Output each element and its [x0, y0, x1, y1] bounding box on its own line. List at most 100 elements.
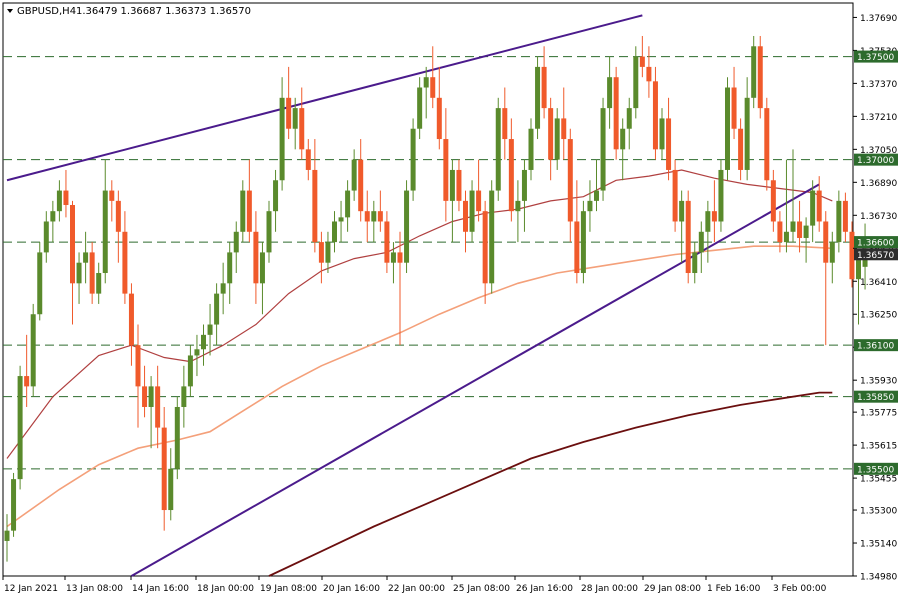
candle-65	[430, 46, 436, 109]
candle-body	[587, 200, 593, 212]
candle-101	[666, 97, 672, 181]
candle-40	[266, 200, 272, 263]
x-tick-label: 12 Jan 2021	[4, 584, 58, 594]
candle-body	[607, 77, 613, 109]
candle-90	[594, 159, 599, 212]
candle-body	[423, 77, 429, 88]
candle-body	[764, 108, 770, 181]
candle-110	[725, 77, 730, 181]
candle-58	[384, 211, 390, 274]
candle-body	[312, 169, 318, 243]
current-price-bg	[854, 248, 898, 261]
candle-80	[528, 118, 534, 181]
candle-body	[161, 427, 167, 511]
candle-body	[115, 200, 121, 232]
level-labels: 1.37500 1.37000 1.36600 1.36100 1.35850 1.355…	[854, 50, 898, 475]
candle-body	[253, 231, 259, 284]
level-label-bg	[854, 236, 898, 249]
y-tick-label: 1.35615	[860, 442, 897, 452]
candle-88	[580, 200, 586, 284]
candle-body	[122, 231, 128, 294]
candle-body	[738, 128, 744, 170]
candle-127	[836, 190, 842, 253]
y-tick-label: 1.37370	[860, 80, 897, 90]
y-tick-label: 1.35455	[860, 475, 897, 485]
candle-body	[574, 221, 580, 274]
candle-body	[142, 386, 148, 407]
candle-72	[476, 159, 482, 222]
candle-102	[672, 159, 678, 232]
trendline-1	[130, 183, 820, 577]
candle-4	[30, 303, 36, 397]
candle-body	[30, 314, 36, 387]
candle-body	[102, 190, 108, 274]
x-tick-label: 3 Feb 00:00	[773, 584, 827, 594]
level-label-5: 1.35500	[857, 465, 894, 475]
candle-body	[502, 108, 508, 140]
candle-body	[377, 211, 383, 222]
candle-107	[705, 200, 711, 263]
level-label-bg	[854, 50, 898, 63]
x-tick-label: 25 Jan 08:00	[453, 584, 510, 594]
candle-body	[345, 190, 351, 218]
candle-100	[659, 108, 665, 160]
candle-122	[803, 217, 809, 263]
candle-111	[731, 66, 737, 140]
candle-30	[201, 324, 206, 366]
candle-63	[417, 77, 423, 140]
candle-body	[836, 200, 842, 243]
candle-body	[207, 324, 213, 335]
y-tick-label: 1.37690	[860, 14, 897, 24]
x-tick-label: 1 Feb 16:00	[707, 584, 761, 594]
candle-32	[214, 283, 220, 346]
candle-body	[823, 221, 829, 263]
time-axis: 12 Jan 2021 13 Jan 08:00 14 Jan 16:00 18 Ja…	[2, 576, 827, 594]
candle-body	[495, 108, 501, 191]
candle-0	[4, 514, 10, 562]
candle-50	[332, 211, 337, 253]
candle-body	[56, 190, 62, 212]
level-label-3: 1.36100	[857, 342, 894, 352]
candle-54	[358, 139, 364, 222]
candle-body	[4, 530, 10, 541]
candle-48	[318, 231, 324, 284]
candle-body	[692, 252, 698, 274]
candle-body	[666, 118, 672, 170]
candle-20	[135, 324, 141, 428]
candle-body	[384, 221, 390, 263]
x-tick-label: 26 Jan 16:00	[516, 584, 573, 594]
candlesticks	[4, 35, 868, 562]
candle-39	[259, 242, 265, 315]
candle-23	[155, 365, 161, 449]
dropdown-triangle-icon[interactable]	[7, 9, 13, 13]
plot-area	[2, 2, 854, 577]
ma-fast-line	[6, 169, 833, 459]
candle-body	[751, 46, 757, 98]
candle-47	[312, 139, 318, 253]
candle-8	[56, 180, 62, 222]
candle-113	[744, 77, 750, 181]
candle-body	[541, 66, 547, 109]
candle-body	[364, 211, 370, 222]
candle-119	[783, 159, 789, 253]
candle-body	[757, 46, 763, 109]
candle-125	[823, 211, 829, 346]
x-tick-label: 22 Jan 00:00	[388, 584, 445, 594]
candle-body	[24, 376, 30, 387]
candle-body	[849, 231, 855, 280]
candle-body	[43, 221, 49, 253]
y-tick-label: 1.36730	[860, 212, 897, 222]
candle-body	[286, 97, 292, 129]
candle-body	[70, 204, 75, 284]
candle-91	[600, 97, 606, 201]
candle-75	[495, 97, 501, 201]
candle-85	[561, 87, 567, 160]
candle-body	[698, 231, 704, 253]
candle-body	[187, 355, 193, 387]
candle-body	[318, 242, 324, 263]
candle-body	[358, 159, 364, 212]
candle-103	[679, 190, 685, 263]
candle-11	[76, 252, 82, 304]
candle-body	[430, 77, 436, 98]
